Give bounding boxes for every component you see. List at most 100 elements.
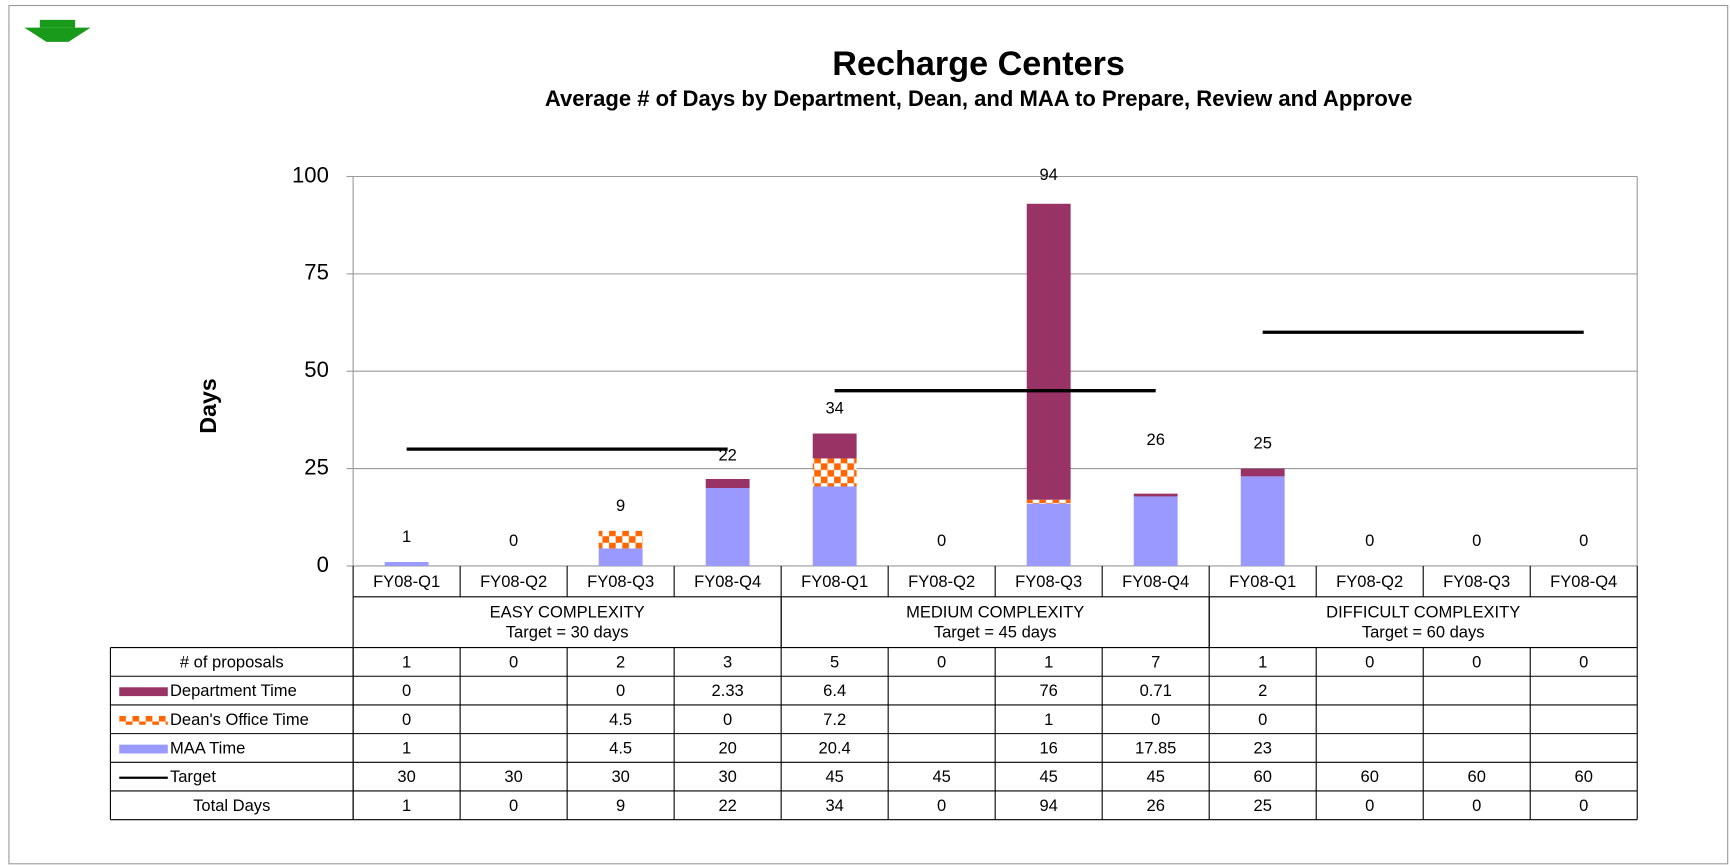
table-cell: 6.4	[823, 681, 846, 700]
table-cell: 1	[1044, 652, 1053, 671]
table-cell: 1	[402, 652, 411, 671]
table-cell: 1	[402, 796, 411, 815]
x-tick-label: FY08-Q1	[373, 572, 440, 591]
data-label: 22	[718, 445, 736, 464]
legend-swatch	[119, 687, 168, 697]
y-tick-label: 25	[304, 454, 329, 479]
data-label: 34	[825, 399, 843, 418]
x-tick-label: FY08-Q1	[1229, 572, 1296, 591]
bar-segment	[812, 458, 857, 487]
row-header: Total Days	[193, 796, 270, 815]
table-cell: 45	[1146, 767, 1164, 786]
table-cell: 20	[718, 738, 736, 757]
y-tick-label: 0	[317, 552, 329, 577]
chart-subtitle: Average # of Days by Department, Dean, a…	[545, 86, 1412, 111]
data-label: 0	[1579, 531, 1588, 550]
arrow-icon	[24, 27, 91, 42]
chart-title: Recharge Centers	[832, 45, 1125, 83]
group-subtitle: Target = 30 days	[506, 623, 629, 642]
table-cell: 30	[397, 767, 415, 786]
table-cell: 20.4	[819, 738, 851, 757]
row-header: Dean's Office Time	[170, 710, 309, 729]
legend-swatch	[119, 715, 168, 725]
table-cell: 1	[1258, 652, 1267, 671]
table-cell: 60	[1361, 767, 1379, 786]
table-cell: 34	[825, 796, 843, 815]
data-label: 1	[402, 527, 411, 546]
bar-segment	[812, 433, 857, 459]
x-tick-label: FY08-Q4	[1550, 572, 1617, 591]
bar-segment	[1240, 468, 1285, 477]
table-cell: 0	[402, 681, 411, 700]
group-subtitle: Target = 60 days	[1362, 623, 1485, 642]
group-subtitle: Target = 45 days	[934, 623, 1057, 642]
row-header: # of proposals	[180, 652, 284, 671]
x-tick-label: FY08-Q3	[587, 572, 654, 591]
data-label: 94	[1039, 165, 1057, 184]
table-cell: 4.5	[609, 710, 632, 729]
bar-segment	[1026, 203, 1071, 500]
table-cell: 26	[1146, 796, 1164, 815]
bar-segment	[598, 548, 643, 566]
y-tick-label: 50	[304, 357, 329, 382]
data-label: 9	[616, 496, 625, 515]
table-cell: 1	[402, 738, 411, 757]
table-cell: 2.33	[712, 681, 744, 700]
table-cell: 0	[1365, 796, 1374, 815]
table-cell: 0	[1365, 652, 1374, 671]
table-cell: 0	[509, 796, 518, 815]
table-cell: 4.5	[609, 738, 632, 757]
y-axis-label: Days	[195, 378, 221, 433]
table-cell: 0	[1258, 710, 1267, 729]
table-cell: 0	[1579, 652, 1588, 671]
table-cell: 76	[1039, 681, 1057, 700]
bar-segment	[1133, 496, 1178, 566]
table-cell: 7.2	[823, 710, 846, 729]
x-tick-label: FY08-Q4	[1122, 572, 1189, 591]
bar-segment	[1026, 499, 1071, 504]
table-cell: 2	[1258, 681, 1267, 700]
table-cell: 1	[1044, 710, 1053, 729]
bar-segment	[1026, 503, 1071, 566]
data-label: 26	[1146, 430, 1164, 449]
table-cell: 94	[1039, 796, 1057, 815]
table-cell: 45	[932, 767, 950, 786]
row-header: Department Time	[170, 681, 297, 700]
table-cell: 60	[1575, 767, 1593, 786]
table-cell: 0	[1579, 796, 1588, 815]
frame	[8, 4, 1729, 865]
bar-segment	[812, 486, 857, 566]
table-cell: 60	[1254, 767, 1272, 786]
x-tick-label: FY08-Q2	[1336, 572, 1403, 591]
group-label: MEDIUM COMPLEXITY	[906, 603, 1084, 622]
table-cell: 0	[402, 710, 411, 729]
table-cell: 16	[1039, 738, 1057, 757]
row-header: MAA Time	[170, 738, 245, 757]
bar-segment	[705, 488, 750, 566]
y-tick-label: 75	[304, 260, 329, 285]
table-cell: 3	[723, 652, 732, 671]
table-cell: 45	[825, 767, 843, 786]
table-cell: 0	[616, 681, 625, 700]
table-cell: 2	[616, 652, 625, 671]
table-cell: 0.71	[1140, 681, 1172, 700]
table-cell: 0	[1472, 652, 1481, 671]
group-label: EASY COMPLEXITY	[490, 603, 645, 622]
data-label: 25	[1254, 434, 1272, 453]
x-tick-label: FY08-Q2	[480, 572, 547, 591]
bar-segment	[598, 530, 643, 549]
table-cell: 0	[937, 652, 946, 671]
table-cell: 0	[937, 796, 946, 815]
table-cell: 22	[718, 796, 736, 815]
table-cell: 0	[509, 652, 518, 671]
arrow-icon	[39, 19, 76, 28]
x-tick-label: FY08-Q2	[908, 572, 975, 591]
table-cell: 5	[830, 652, 839, 671]
table-cell: 60	[1468, 767, 1486, 786]
legend-swatch	[119, 744, 168, 754]
data-label: 0	[1365, 531, 1374, 550]
data-label: 0	[509, 531, 518, 550]
table-cell: 17.85	[1135, 738, 1176, 757]
